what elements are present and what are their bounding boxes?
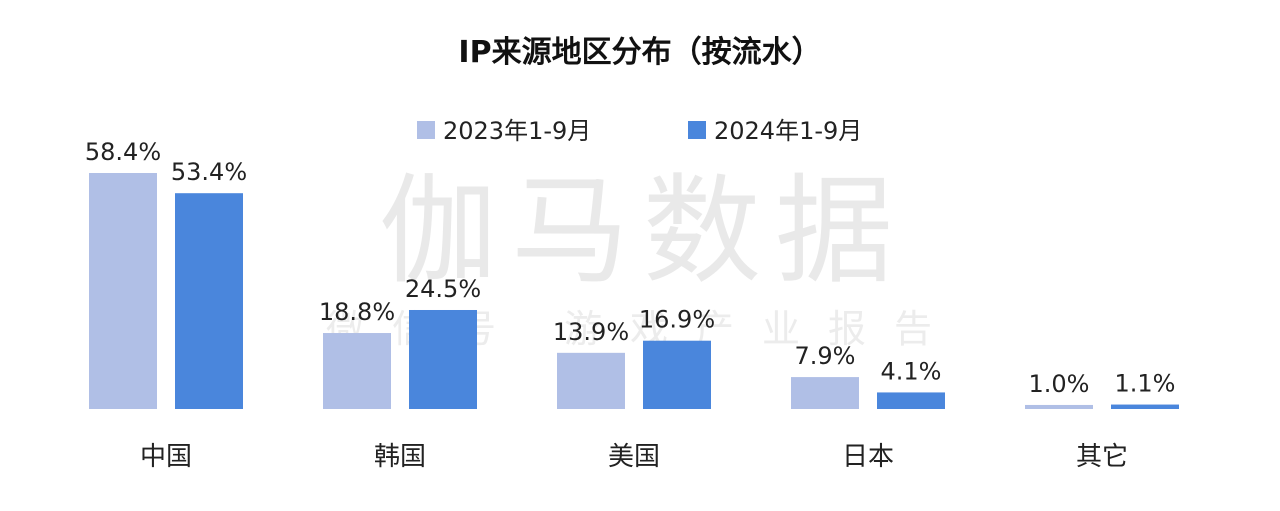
bar-2023-1 [323,333,391,409]
category-label-3: 日本 [842,442,894,472]
plot-area: 58.4% 53.4% 中国 18.8% 24.5% 韩国 13.9% 16.9% 美国 7.9%… [85,138,1179,472]
data-label-2023-0: 58.4% [85,138,161,166]
bar-2024-1 [409,309,477,409]
watermark-main: 伽马数据 [379,162,907,300]
data-label-2024-2: 16.9% [639,306,715,334]
data-label-2024-4: 1.1% [1115,370,1176,398]
bar-2023-3 [791,377,859,409]
legend-swatch-2023 [417,121,435,139]
chart-title: IP来源地区分布（按流水） [458,35,821,70]
data-label-2023-3: 7.9% [795,342,856,370]
bar-2024-3 [877,392,945,409]
data-label-2023-4: 1.0% [1029,370,1090,398]
bar-2024-4 [1111,404,1179,409]
bar-2023-4 [1025,404,1093,409]
legend-label-2023: 2023年1-9月 [443,117,591,145]
category-label-1: 韩国 [374,442,426,472]
bar-2024-0 [175,193,243,409]
bar-2023-0 [89,173,157,409]
data-label-2024-3: 4.1% [881,357,942,385]
bar-2023-2 [557,352,625,409]
data-label-2023-1: 18.8% [319,298,395,326]
legend-swatch-2024 [688,121,706,139]
category-label-0: 中国 [140,442,192,472]
legend: 2023年1-9月 2024年1-9月 [417,117,862,145]
category-label-4: 其它 [1076,442,1128,472]
data-label-2024-0: 53.4% [171,158,247,186]
category-label-2: 美国 [608,442,660,472]
data-label-2023-2: 13.9% [553,318,629,346]
bar-2024-2 [643,340,711,409]
legend-label-2024: 2024年1-9月 [714,117,862,145]
data-label-2024-1: 24.5% [405,275,481,303]
